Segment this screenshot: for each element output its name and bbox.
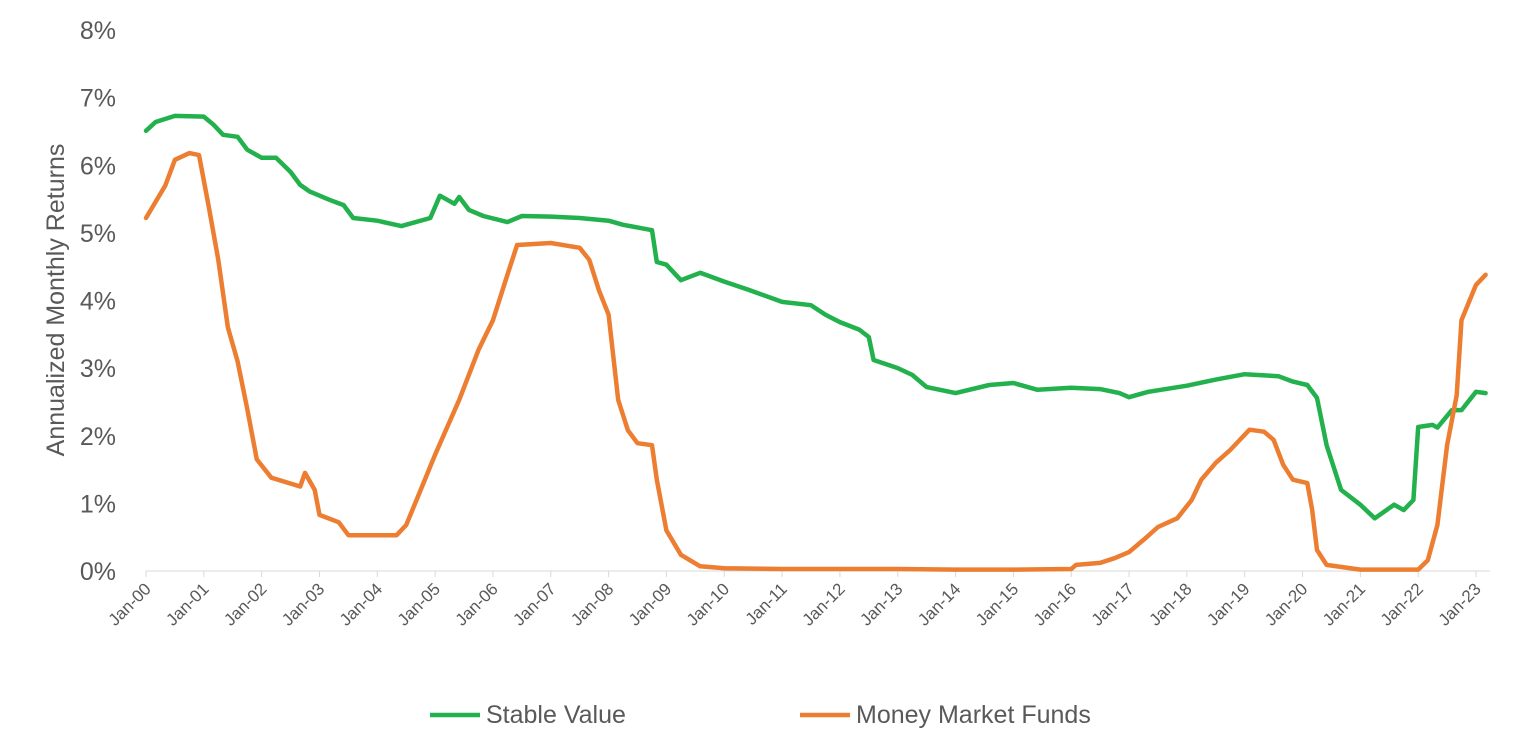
series-lines [143, 113, 1488, 572]
x-axis-ticks: Jan-00 Jan-01 Jan-02 Jan-03 Jan-04 Jan-05 Jan-… [105, 571, 1485, 630]
x-tick-label: Jan-08 [567, 579, 617, 629]
x-tick-label: Jan-11 [742, 579, 791, 628]
x-tick-label: Jan-18 [1146, 579, 1196, 629]
x-tick-label: Jan-19 [1203, 579, 1253, 629]
series-line-money-market-funds [143, 150, 1488, 572]
y-tick-label: 7% [80, 85, 116, 113]
y-tick-label: 5% [80, 220, 116, 248]
x-tick-label: Jan-13 [856, 579, 906, 629]
x-tick-label: Jan-22 [1377, 579, 1427, 629]
x-tick-label: Jan-09 [625, 579, 675, 629]
series-line-stable-value [143, 113, 1488, 521]
y-tick-label: 0% [80, 558, 116, 586]
x-tick-label: Jan-17 [1088, 579, 1138, 629]
x-tick-label: Jan-12 [799, 579, 849, 629]
y-axis-label: Annualized Monthly Returns [42, 144, 70, 457]
y-tick-label: 3% [80, 355, 116, 383]
x-tick-label: Jan-01 [162, 579, 212, 629]
legend-label: Money Market Funds [856, 701, 1091, 729]
y-axis-ticks: 0% 1% 2% 3% 4% 5% 6% 7% 8% [80, 17, 116, 586]
y-tick-label: 2% [80, 423, 116, 451]
x-tick-label: Jan-02 [220, 579, 270, 629]
x-tick-label: Jan-14 [914, 579, 964, 629]
x-tick-label: Jan-16 [1030, 579, 1080, 629]
y-tick-label: 4% [80, 288, 116, 316]
x-tick-label: Jan-07 [509, 579, 559, 629]
legend-label: Stable Value [486, 701, 626, 729]
x-tick-label: Jan-03 [278, 579, 328, 629]
x-tick-label: Jan-10 [683, 579, 733, 629]
y-tick-label: 1% [80, 490, 116, 518]
x-tick-label: Jan-15 [972, 579, 1022, 629]
x-tick-label: Jan-05 [394, 579, 444, 629]
x-tick-label: Jan-20 [1261, 579, 1311, 629]
x-tick-label: Jan-00 [105, 579, 155, 629]
x-tick-label: Jan-04 [336, 579, 386, 629]
x-tick-label: Jan-23 [1435, 579, 1485, 629]
y-tick-label: 8% [80, 17, 116, 45]
legend: Stable Value Money Market Funds [430, 701, 1091, 729]
x-tick-label: Jan-06 [452, 579, 502, 629]
y-tick-label: 6% [80, 152, 116, 180]
x-tick-label: Jan-21 [1319, 579, 1369, 629]
